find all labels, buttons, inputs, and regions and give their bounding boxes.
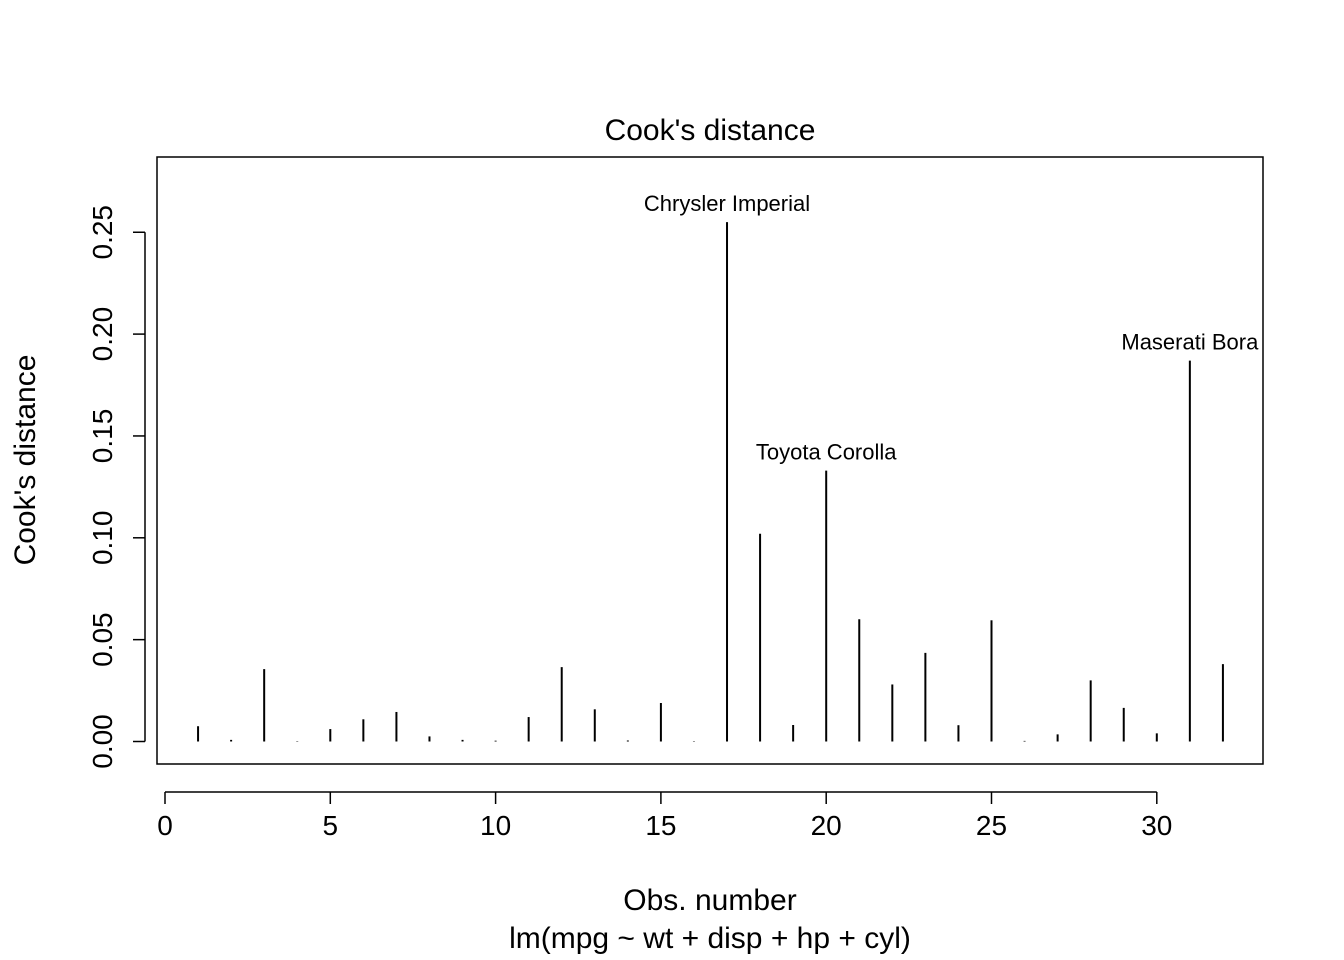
y-tick-label: 0.00 — [87, 714, 118, 769]
y-tick-label: 0.05 — [87, 612, 118, 667]
x-axis: 0 5 10 15 20 25 30 — [157, 791, 1172, 841]
annotation-label: Toyota Corolla — [756, 440, 897, 465]
y-axis-title: Cook's distance — [9, 355, 42, 566]
x-axis-title: Obs. number — [623, 884, 796, 917]
x-tick-label: 5 — [323, 810, 339, 841]
plot-frame — [156, 156, 1264, 765]
x-axis-subtitle: lm(mpg ~ wt + disp + hp + cyl) — [509, 922, 911, 955]
x-tick-label: 20 — [811, 810, 842, 841]
x-tick-label: 15 — [645, 810, 676, 841]
y-tick-label: 0.25 — [87, 205, 118, 260]
annotations-group: Chrysler Imperial Toyota Corolla Maserati … — [644, 191, 1259, 465]
annotation-label: Chrysler Imperial — [644, 191, 810, 216]
x-tick-label: 0 — [157, 810, 173, 841]
bars-group — [197, 222, 1224, 742]
x-tick-label: 10 — [480, 810, 511, 841]
y-axis: 0.00 0.05 0.10 0.15 0.20 0.25 — [87, 205, 146, 769]
annotation-label: Maserati Bora — [1121, 330, 1259, 355]
y-tick-label: 0.20 — [87, 307, 118, 362]
x-tick-label: 30 — [1141, 810, 1172, 841]
y-tick-label: 0.10 — [87, 511, 118, 566]
chart-title: Cook's distance — [605, 114, 816, 147]
y-tick-label: 0.15 — [87, 409, 118, 464]
x-tick-label: 25 — [976, 810, 1007, 841]
